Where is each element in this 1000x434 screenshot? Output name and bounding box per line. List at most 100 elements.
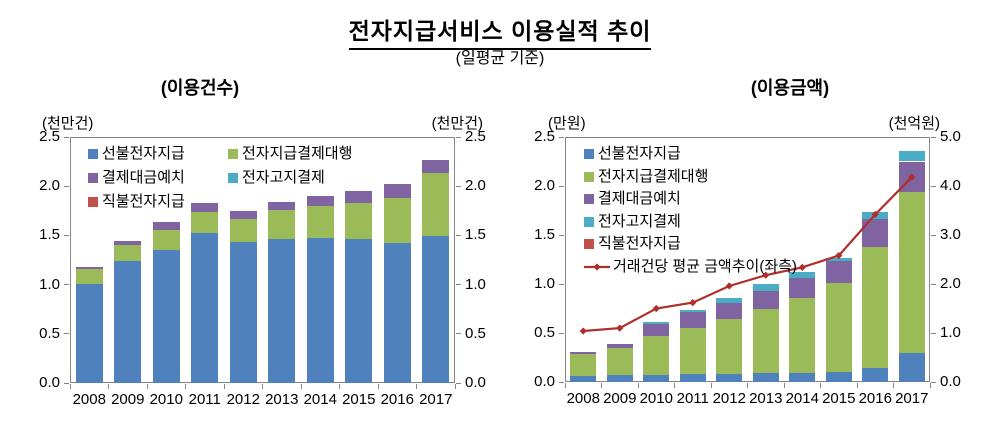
bar-segment-2014 xyxy=(789,298,816,373)
bar-segment-2015 xyxy=(825,283,852,373)
bar-segment-2008 xyxy=(75,266,103,269)
x-axis-year-label: 2014 xyxy=(785,390,819,407)
y-axis-label: 0.0 xyxy=(940,373,961,390)
y-axis-label: 1.5 xyxy=(465,226,486,244)
bar-segment-2016 xyxy=(862,247,889,368)
bar-segment-2016 xyxy=(862,212,889,220)
legend-item: 거래건당 평균 금액추이(좌측) xyxy=(584,257,797,275)
x-axis-tick xyxy=(856,383,858,388)
x-axis-tick xyxy=(747,383,748,388)
bar-segment-2016 xyxy=(862,367,889,382)
x-axis-year-label: 2011 xyxy=(676,390,709,407)
y-axis-tick xyxy=(931,136,936,138)
bar-segment-2014 xyxy=(789,277,816,299)
y-axis-tick xyxy=(931,234,936,236)
y-axis-tick xyxy=(559,234,564,236)
x-axis-tick xyxy=(783,383,785,388)
x-axis-tick xyxy=(300,384,302,389)
x-axis-year-label: 2015 xyxy=(342,391,376,408)
bar-segment-2009 xyxy=(606,375,633,382)
bar-segment-2012 xyxy=(229,210,257,219)
legend-line-swatch xyxy=(584,262,610,271)
y-axis-label: 0.5 xyxy=(39,324,60,342)
y-axis-label: 1.5 xyxy=(534,226,555,243)
bar-segment-2014 xyxy=(306,196,334,206)
x-axis-tick xyxy=(108,384,109,389)
bar-segment-2010 xyxy=(643,324,670,336)
bar-segment-2017 xyxy=(898,352,925,382)
x-axis-year-label: 2009 xyxy=(603,390,637,407)
legend-item: 직불전자지급 xyxy=(88,194,185,210)
bar-segment-2017 xyxy=(422,159,450,174)
legend-label: 거래건당 평균 금액추이(좌측) xyxy=(613,257,797,275)
bar-segment-2011 xyxy=(191,233,219,383)
y-axis-label: 4.0 xyxy=(940,177,961,194)
x-axis-year-label: 2015 xyxy=(822,390,856,407)
x-axis-tick xyxy=(893,383,894,388)
x-axis-tick xyxy=(262,384,263,389)
x-axis-year-label: 2016 xyxy=(858,390,892,407)
bar-segment-2010 xyxy=(152,230,180,251)
legend-item: 선불전자지급 xyxy=(584,146,681,162)
y-axis-label: 0.0 xyxy=(465,374,486,391)
bar-segment-2011 xyxy=(191,211,219,234)
legend-swatch xyxy=(584,194,594,204)
bar-segment-2008 xyxy=(570,353,597,377)
x-axis-year-label: 2008 xyxy=(72,391,106,408)
y-axis-tick xyxy=(559,283,564,285)
y-axis-tick xyxy=(64,284,69,286)
bar-segment-2013 xyxy=(752,309,779,374)
legend-label: 전자지급결제대행 xyxy=(242,145,353,162)
y-axis-label: 2.0 xyxy=(465,177,486,195)
legend-swatch xyxy=(584,171,594,182)
bar-segment-2016 xyxy=(383,198,411,244)
x-axis-tick xyxy=(377,384,379,389)
bar-segment-2013 xyxy=(752,290,779,310)
x-axis-year-label: 2013 xyxy=(265,391,299,408)
legend-swatch xyxy=(584,216,594,227)
y-axis-tick xyxy=(931,381,936,383)
x-axis-year-label: 2012 xyxy=(226,391,260,408)
bar-segment-2010 xyxy=(152,221,180,231)
chart-title-usage-amount: (이용금액) xyxy=(750,78,830,98)
x-axis-tick xyxy=(339,384,340,389)
bar-segment-2015 xyxy=(345,191,373,203)
bar-segment-2012 xyxy=(716,319,743,375)
bar-segment-2009 xyxy=(606,347,633,376)
x-axis-year-label: 2012 xyxy=(712,390,746,407)
x-axis-tick xyxy=(564,383,566,388)
bar-segment-2015 xyxy=(345,202,373,240)
bar-segment-2012 xyxy=(716,374,743,382)
bar-segment-2010 xyxy=(152,250,180,383)
legend-swatch xyxy=(228,149,238,159)
x-axis-year-label: 2011 xyxy=(188,391,221,408)
legend-item: 직불전자지급 xyxy=(584,236,681,252)
bar-segment-2015 xyxy=(825,372,852,382)
bar-segment-2008 xyxy=(570,376,597,382)
y-axis-tick xyxy=(931,185,936,187)
y-axis-label: 0.0 xyxy=(39,374,60,391)
x-axis-year-label: 2010 xyxy=(149,391,183,408)
x-axis-tick xyxy=(929,383,931,388)
y-axis-tick xyxy=(456,382,461,384)
bar-segment-2009 xyxy=(114,245,142,261)
bar-segment-2011 xyxy=(679,374,706,382)
bar-segment-2016 xyxy=(862,219,889,248)
y-axis-label: 1.5 xyxy=(39,226,60,244)
x-axis-year-label: 2013 xyxy=(749,390,783,407)
x-axis-year-label: 2016 xyxy=(380,391,414,408)
y-axis-label: 1.0 xyxy=(940,324,961,341)
y-axis-label: 2.0 xyxy=(39,177,60,195)
legend-swatch xyxy=(88,149,98,159)
legend-item: 전자고지결제 xyxy=(584,213,681,230)
x-axis-tick xyxy=(820,383,821,388)
y-axis-tick xyxy=(456,284,461,286)
x-axis-tick xyxy=(710,383,712,388)
x-axis-tick xyxy=(146,384,148,389)
bar-segment-2015 xyxy=(825,261,852,283)
bar-segment-2010 xyxy=(643,375,670,382)
axis-unit-right-chart-left: (만원) xyxy=(548,115,586,132)
bar-segment-2008 xyxy=(75,283,103,383)
y-axis-label: 0.0 xyxy=(534,373,555,390)
